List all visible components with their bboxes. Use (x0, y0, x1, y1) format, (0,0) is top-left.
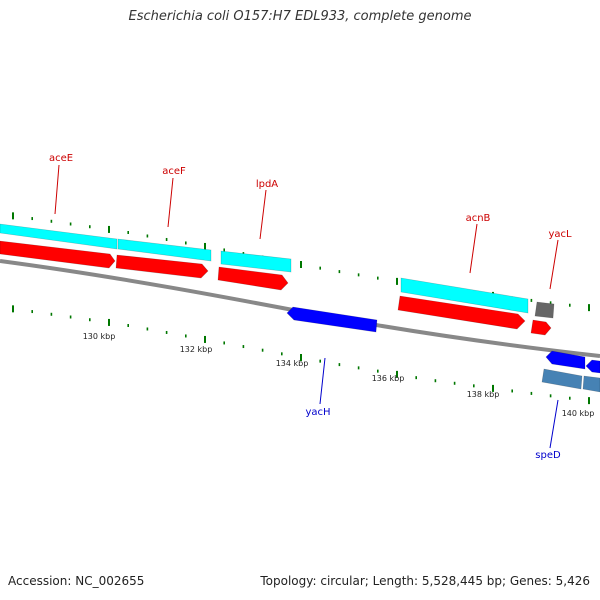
gene-label-yacH[interactable]: yacH (305, 407, 330, 418)
steel-feature-right-edge[interactable] (582, 375, 600, 393)
map-title: Escherichia coli O157:H7 EDL933, complet… (128, 9, 472, 24)
gene-label-lpdA[interactable]: lpdA (256, 179, 278, 190)
ruler-label-130kbp: 130 kbp (83, 332, 116, 341)
cyan-feature-4[interactable] (400, 277, 529, 314)
gene-aceE-arrow[interactable] (0, 240, 116, 269)
leader-aceF (167, 177, 174, 228)
ruler-label-140kbp: 140 kbp (562, 409, 595, 418)
reverse-steel-features (541, 368, 600, 393)
leader-yacH (319, 357, 326, 405)
ruler-label-138kbp: 138 kbp (467, 390, 500, 399)
ruler-label-134kbp: 134 kbp (276, 359, 309, 368)
ruler-label-136kbp: 136 kbp (372, 374, 405, 383)
leader-speD (549, 399, 559, 449)
cyan-feature-1[interactable] (0, 223, 118, 250)
leader-aceE (54, 164, 60, 215)
cyan-feature-2[interactable] (117, 238, 212, 262)
ruler-labels: 130 kbp 132 kbp 134 kbp 136 kbp 138 kbp … (83, 332, 595, 418)
forward-red-features (0, 240, 552, 336)
cyan-feature-3[interactable] (220, 250, 292, 273)
leader-yacL (549, 239, 559, 290)
gene-yacH-arrow[interactable] (286, 306, 378, 333)
gene-label-aceF[interactable]: aceF (162, 166, 186, 177)
label-leaders (54, 164, 559, 449)
ruler-ticks (12, 212, 590, 405)
gene-speD-feature[interactable] (541, 368, 583, 390)
gene-lpdA-arrow[interactable] (217, 266, 289, 291)
gene-label-acnB[interactable]: acnB (466, 213, 491, 224)
leader-acnB (469, 223, 478, 274)
leader-lpdA (259, 189, 267, 240)
gene-aceF-arrow[interactable] (115, 254, 209, 279)
gene-yacL-arrow[interactable] (530, 319, 552, 336)
gene-label-yacL[interactable]: yacL (548, 229, 572, 240)
accession-text: Accession: NC_002655 (8, 574, 145, 588)
ruler-label-132kbp: 132 kbp (180, 345, 213, 354)
forward-cyan-features (0, 223, 529, 314)
reverse-arrow-speD-upper[interactable] (545, 350, 586, 370)
gene-label-aceE[interactable]: aceE (49, 153, 73, 164)
gene-label-speD[interactable]: speD (535, 450, 561, 461)
genome-summary-text: Topology: circular; Length: 5,528,445 bp… (260, 574, 590, 588)
gene-labels: aceE aceF lpdA acnB yacL yacH speD (49, 153, 572, 461)
reverse-arrow-right-edge[interactable] (585, 359, 600, 374)
reverse-blue-features (286, 306, 600, 374)
gene-acnB-arrow[interactable] (397, 295, 526, 330)
gene-yacL-grey-feature[interactable] (534, 301, 555, 319)
